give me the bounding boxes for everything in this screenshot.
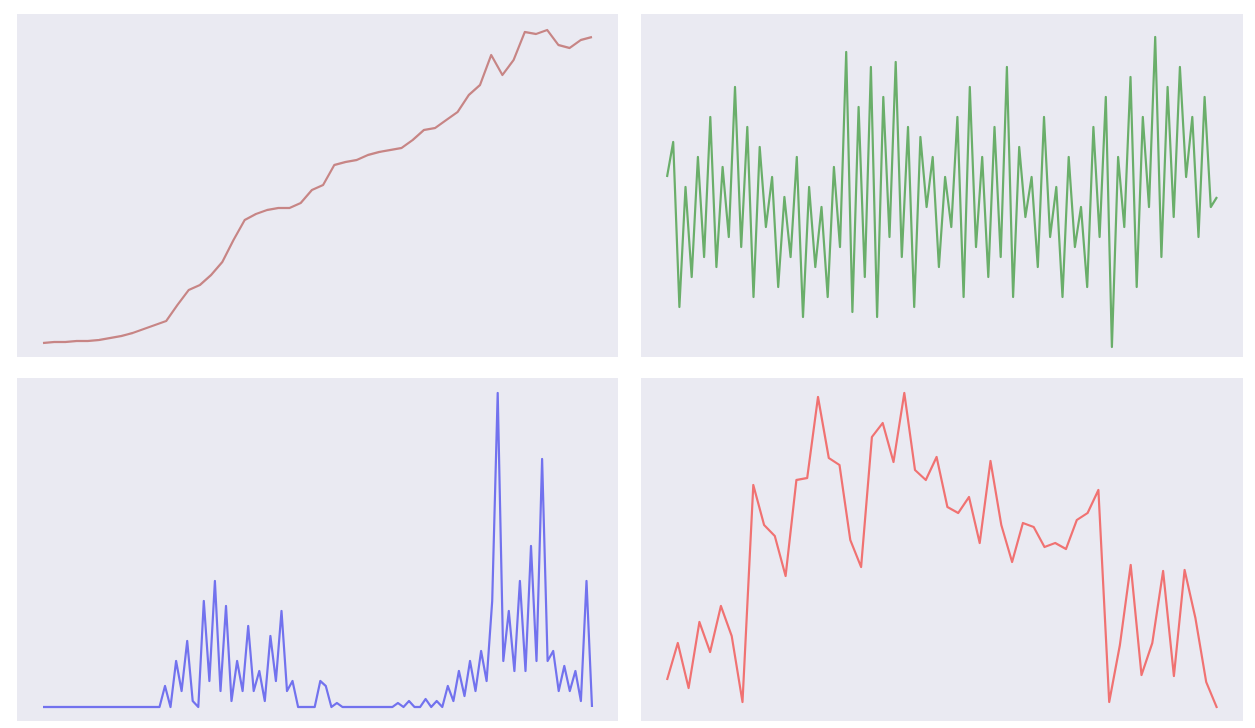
line xyxy=(42,28,593,345)
panel xyxy=(641,14,1243,357)
line xyxy=(665,391,1219,709)
panel xyxy=(641,378,1243,721)
panel xyxy=(17,378,618,721)
line xyxy=(43,391,594,709)
line xyxy=(665,35,1218,349)
panel xyxy=(17,14,618,357)
